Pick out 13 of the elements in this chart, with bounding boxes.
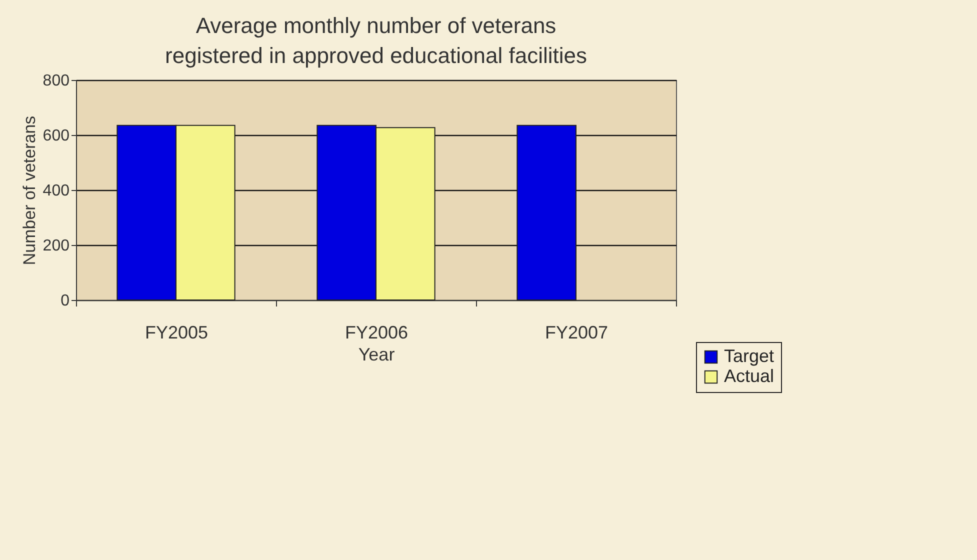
legend-label: Target — [724, 346, 774, 366]
x-axis-title: Year — [358, 344, 395, 364]
x-tick-label: FY2007 — [544, 322, 608, 342]
legend-label: Actual — [724, 366, 774, 386]
y-tick-label: 200 — [42, 238, 70, 254]
y-tick-label: 400 — [42, 182, 70, 200]
y-tick-label: 800 — [42, 72, 70, 90]
x-tick-label: FY2006 — [344, 322, 408, 342]
x-tick-label: FY2005 — [144, 322, 208, 342]
y-tick-label: 600 — [42, 128, 70, 144]
chart-title: Average monthly number of veterans registered in approved educational facilities — [165, 13, 587, 68]
y-tick-label: 0 — [60, 292, 70, 310]
y-axis-title: Number of veterans — [20, 116, 39, 266]
